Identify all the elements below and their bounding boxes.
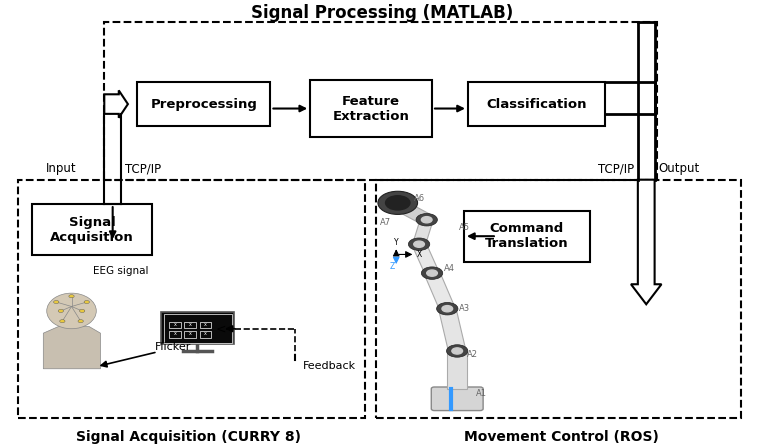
Polygon shape: [44, 327, 100, 369]
Circle shape: [60, 319, 65, 323]
FancyBboxPatch shape: [184, 322, 196, 328]
Circle shape: [414, 241, 425, 247]
Circle shape: [416, 214, 438, 226]
Text: x: x: [204, 331, 207, 336]
FancyBboxPatch shape: [468, 82, 605, 126]
Circle shape: [442, 306, 453, 312]
Text: TCP/IP: TCP/IP: [125, 162, 161, 175]
Polygon shape: [425, 272, 455, 310]
Circle shape: [437, 302, 458, 315]
FancyBboxPatch shape: [310, 80, 432, 138]
Text: Preprocessing: Preprocessing: [150, 98, 257, 111]
Text: A2: A2: [467, 350, 478, 359]
FancyBboxPatch shape: [32, 204, 152, 255]
Text: x: x: [204, 322, 207, 327]
Text: EEG signal: EEG signal: [93, 266, 148, 276]
Circle shape: [78, 319, 83, 323]
Circle shape: [422, 267, 443, 280]
Circle shape: [386, 196, 410, 210]
Text: A5: A5: [459, 223, 470, 232]
Text: X: X: [417, 250, 422, 259]
FancyBboxPatch shape: [184, 332, 196, 338]
Text: A4: A4: [444, 264, 455, 273]
FancyBboxPatch shape: [169, 322, 181, 328]
Polygon shape: [392, 200, 433, 224]
FancyBboxPatch shape: [200, 322, 211, 328]
FancyBboxPatch shape: [137, 82, 271, 126]
Text: Flicker: Flicker: [155, 341, 191, 352]
Circle shape: [409, 238, 430, 250]
FancyBboxPatch shape: [464, 211, 590, 262]
FancyBboxPatch shape: [164, 314, 232, 343]
Text: Movement Control (ROS): Movement Control (ROS): [464, 430, 659, 444]
Circle shape: [427, 270, 438, 276]
Circle shape: [69, 295, 74, 298]
Text: <: <: [216, 322, 226, 335]
Text: A7: A7: [380, 218, 391, 227]
Circle shape: [447, 345, 468, 357]
Text: x: x: [189, 331, 192, 336]
FancyBboxPatch shape: [161, 312, 234, 345]
Text: Output: Output: [659, 162, 700, 175]
Text: Signal Acquisition (CURRY 8): Signal Acquisition (CURRY 8): [76, 430, 301, 444]
Polygon shape: [412, 219, 433, 245]
Circle shape: [378, 191, 418, 215]
Text: A3: A3: [459, 304, 470, 313]
Polygon shape: [412, 243, 439, 274]
Circle shape: [84, 301, 90, 304]
Text: Z: Z: [390, 262, 395, 271]
Circle shape: [58, 310, 63, 313]
Text: A6: A6: [414, 194, 425, 203]
Text: x: x: [174, 331, 177, 336]
Text: Signal Processing (MATLAB): Signal Processing (MATLAB): [252, 4, 513, 22]
FancyBboxPatch shape: [431, 387, 483, 410]
Text: Y: Y: [394, 237, 399, 247]
Ellipse shape: [47, 293, 96, 329]
Text: Feature
Extraction: Feature Extraction: [333, 95, 409, 122]
Polygon shape: [438, 308, 466, 352]
Text: Signal
Acquisition: Signal Acquisition: [50, 216, 134, 244]
Text: x: x: [174, 322, 177, 327]
Text: TCP/IP: TCP/IP: [598, 162, 634, 175]
Text: x: x: [189, 322, 192, 327]
Text: Input: Input: [45, 162, 76, 175]
Text: Classification: Classification: [487, 98, 587, 111]
Circle shape: [452, 348, 463, 354]
Circle shape: [80, 310, 85, 313]
FancyBboxPatch shape: [200, 332, 211, 338]
Circle shape: [54, 301, 59, 304]
FancyArrow shape: [631, 180, 662, 304]
FancyBboxPatch shape: [169, 332, 181, 338]
Text: Command
Translation: Command Translation: [485, 222, 568, 250]
Polygon shape: [448, 351, 467, 389]
FancyArrow shape: [104, 90, 128, 118]
Text: A1: A1: [476, 389, 487, 398]
Circle shape: [422, 217, 432, 223]
Text: Feedback: Feedback: [302, 361, 356, 371]
